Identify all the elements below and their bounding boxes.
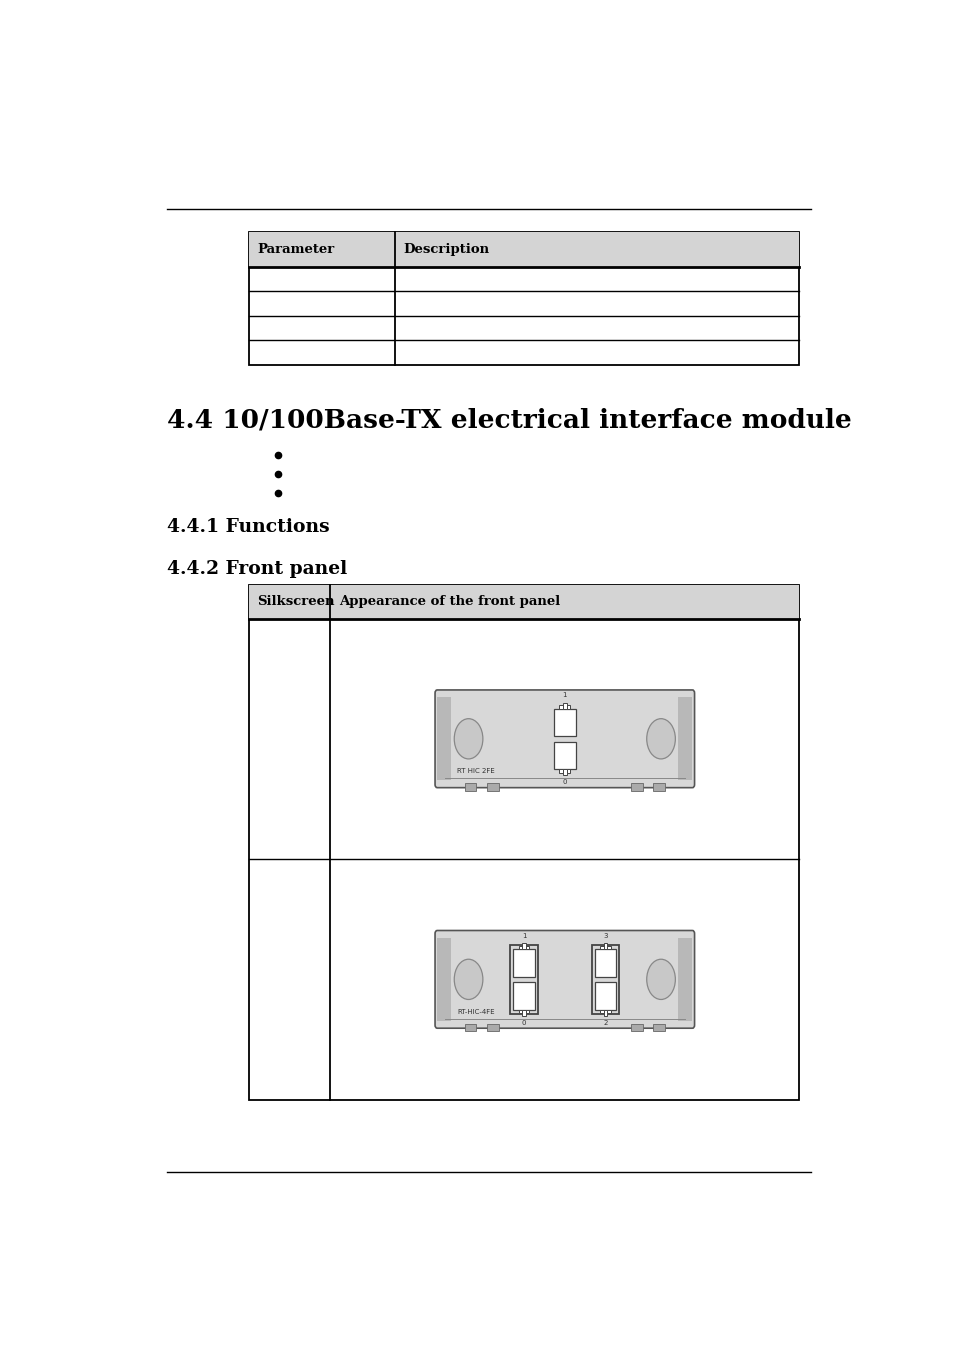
Text: 4.4.1 Functions: 4.4.1 Functions	[167, 517, 330, 536]
Bar	[510, 945, 537, 1014]
Bar	[518, 945, 521, 949]
Text: RT-HIC-4FE: RT-HIC-4FE	[456, 1008, 495, 1015]
Bar	[436, 697, 451, 780]
Text: 0: 0	[521, 1019, 526, 1026]
Bar	[562, 702, 566, 709]
Bar	[653, 783, 664, 791]
Text: 2: 2	[603, 1019, 607, 1026]
Text: Description: Description	[403, 243, 489, 255]
Bar	[678, 697, 692, 780]
FancyBboxPatch shape	[435, 930, 694, 1029]
Text: Parameter: Parameter	[257, 243, 335, 255]
Bar	[566, 705, 570, 709]
Text: 4.4 10/100Base-TX electrical interface module: 4.4 10/100Base-TX electrical interface m…	[167, 408, 851, 432]
Bar	[599, 945, 603, 949]
Bar	[486, 783, 498, 791]
Bar	[603, 944, 607, 949]
Bar	[599, 1010, 603, 1012]
Text: 4.4.2 Front panel: 4.4.2 Front panel	[167, 560, 347, 578]
Circle shape	[454, 718, 482, 759]
Bar	[591, 945, 618, 1014]
Circle shape	[646, 960, 675, 999]
Text: 0: 0	[562, 779, 566, 786]
Text: 3: 3	[602, 933, 607, 940]
Text: 1: 1	[521, 933, 526, 940]
Bar	[513, 981, 535, 1010]
Bar	[521, 1010, 525, 1015]
Bar	[566, 769, 570, 772]
Text: Silkscreen: Silkscreen	[257, 595, 335, 609]
Bar	[464, 783, 476, 791]
Bar	[678, 938, 692, 1021]
Bar	[521, 944, 525, 949]
Bar	[558, 705, 562, 709]
Bar	[464, 1025, 476, 1031]
Bar	[518, 1010, 521, 1012]
Bar	[249, 585, 799, 1100]
Bar	[525, 945, 529, 949]
Bar	[562, 769, 566, 775]
Bar	[630, 1025, 642, 1031]
Bar	[513, 949, 535, 976]
Bar	[594, 949, 616, 976]
Text: 1: 1	[562, 693, 566, 698]
Bar	[249, 232, 799, 267]
Bar	[603, 1010, 607, 1015]
FancyBboxPatch shape	[435, 690, 694, 787]
Circle shape	[646, 718, 675, 759]
Bar	[554, 741, 575, 770]
Bar	[653, 1025, 664, 1031]
Bar	[607, 1010, 610, 1012]
Bar	[486, 1025, 498, 1031]
Bar	[630, 783, 642, 791]
Bar	[525, 1010, 529, 1012]
Text: Appearance of the front panel: Appearance of the front panel	[338, 595, 559, 609]
Bar	[607, 945, 610, 949]
Bar	[594, 981, 616, 1010]
Bar	[554, 709, 575, 736]
Bar	[436, 938, 451, 1021]
Circle shape	[454, 960, 482, 999]
Text: RT HIC 2FE: RT HIC 2FE	[456, 768, 495, 774]
Bar	[249, 232, 799, 364]
Bar	[558, 769, 562, 772]
Bar	[249, 585, 799, 618]
